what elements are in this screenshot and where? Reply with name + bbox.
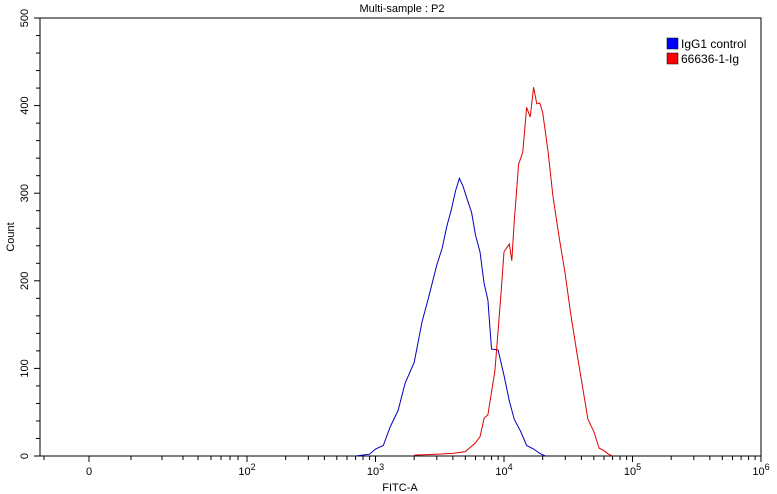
x-axis-label: FITC-A	[382, 482, 418, 494]
legend-swatch-66636-1-ig	[666, 52, 679, 65]
series-line-0	[355, 176, 546, 457]
x-axis: 0 102 103 104 105 106	[43, 456, 770, 478]
x-tick-label: 103	[367, 462, 384, 478]
y-tick-label: 100	[19, 359, 31, 377]
x-tick-label: 104	[495, 462, 512, 478]
y-tick-label: 0	[19, 453, 31, 459]
legend-label-66636-1-ig: 66636-1-Ig	[681, 52, 739, 66]
series-line-1	[414, 87, 613, 457]
y-axis-label: Count	[5, 222, 17, 251]
series-layer	[355, 87, 613, 457]
y-tick-label: 500	[19, 9, 31, 27]
legend-swatch-igg1-control	[666, 37, 679, 50]
plot-frame	[39, 17, 762, 457]
x-tick-label: 0	[86, 466, 92, 478]
x-tick-label: 106	[752, 462, 769, 478]
chart-title: Multi-sample : P2	[360, 3, 445, 15]
y-axis: 0 100 200 300 400 500	[19, 9, 40, 459]
x-tick-label: 105	[624, 462, 641, 478]
legend-label-igg1-control: IgG1 control	[681, 37, 746, 51]
legend: IgG1 control 66636-1-Ig	[666, 37, 746, 66]
y-tick-label: 400	[19, 96, 31, 114]
y-tick-label: 300	[19, 184, 31, 202]
x-tick-label: 102	[238, 462, 255, 478]
y-tick-label: 200	[19, 272, 31, 290]
